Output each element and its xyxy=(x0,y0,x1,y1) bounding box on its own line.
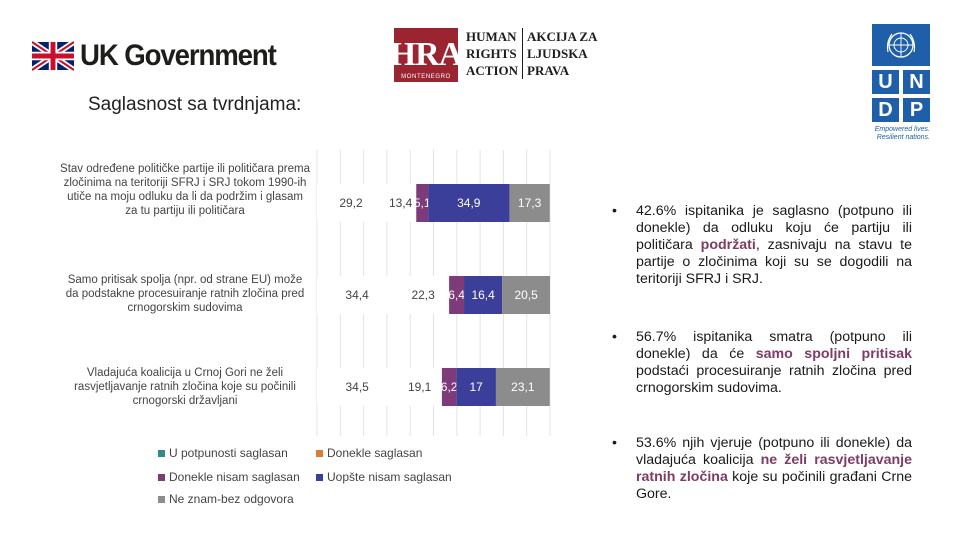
bar-segment xyxy=(464,276,503,314)
hra-logo: HRA MONTENEGRO HUMAN RIGHTS ACTION AKCIJ… xyxy=(390,28,601,82)
hra-word: ACTION xyxy=(466,63,519,78)
data-label: 34,5 xyxy=(346,380,370,394)
highlighted-phrase: samo spoljni pritisak xyxy=(755,346,912,362)
legend-swatch xyxy=(158,495,165,503)
legend-label: Donekle saglasan xyxy=(327,446,423,460)
hra-letters: HRA xyxy=(389,36,464,73)
bar-segment xyxy=(397,276,450,314)
hra-emblem: HRA MONTENEGRO xyxy=(390,28,463,82)
bar-segment xyxy=(495,368,550,406)
hra-word: RIGHTS xyxy=(466,46,517,61)
union-jack-icon xyxy=(32,39,74,73)
finding-text-part: , zasnivaju na stavu te partije o zločin… xyxy=(636,237,912,287)
data-label: 13,4 xyxy=(389,196,413,210)
data-label: 6,2 xyxy=(441,380,458,394)
legend-entry: Donekle nisam saglasan xyxy=(158,470,300,484)
legend-swatch xyxy=(316,473,323,481)
bar-segment xyxy=(449,276,465,314)
data-label: 22,3 xyxy=(411,288,435,302)
finding-text-part: 56.7% ispitanika smatra (potpuno ili don… xyxy=(636,329,912,362)
undp-tagline: Empowered lives. Resilient nations. xyxy=(872,126,930,142)
bullet-icon: • xyxy=(612,329,617,345)
legend-entry: Uopšte nisam saglasan xyxy=(316,470,452,484)
bar-segment xyxy=(317,276,398,314)
bar-segment xyxy=(317,184,386,222)
data-label: 23,1 xyxy=(511,380,535,394)
finding-text: 56.7% ispitanika smatra (potpuno ili don… xyxy=(636,329,912,397)
hra-subtitle: MONTENEGRO xyxy=(401,74,451,80)
bar-segment xyxy=(317,368,398,406)
bar-segment xyxy=(385,184,417,222)
finding-text: 53.6% njih vjeruje (potpuno ili donekle)… xyxy=(636,435,912,503)
bar-segment xyxy=(456,368,496,406)
slide-title: Saglasnost sa tvrdnjama: xyxy=(88,94,302,115)
hra-word: AKCIJA ZA xyxy=(527,29,598,44)
hra-english-name: HUMAN RIGHTS ACTION xyxy=(462,28,522,79)
legend-label: Ne znam-bez odgovora xyxy=(169,492,294,506)
finding-text: 42.6% ispitanika je saglasno (potpuno il… xyxy=(636,203,912,288)
undp-tagline-line: Resilient nations. xyxy=(876,134,930,141)
legend-entry: Donekle saglasan xyxy=(316,446,422,460)
legend-label: U potpunosti saglasan xyxy=(169,446,288,460)
highlighted-phrase: podržati xyxy=(700,237,756,253)
data-label: 29,2 xyxy=(339,196,363,210)
hra-word: HUMAN xyxy=(466,29,517,44)
legend-entry: U potpunosti saglasan xyxy=(158,446,288,460)
chart-plot-area: 29,2 13,4 5,1 34,9 17,3 34,4 22,3 6,4 16,4 20,5 34… xyxy=(316,150,551,436)
un-emblem-icon xyxy=(872,24,930,66)
undp-letter: P xyxy=(903,98,930,122)
data-label: 34,4 xyxy=(345,288,369,302)
finding-text-part: 53.6% njih vjeruje (potpuno ili donekle)… xyxy=(636,435,912,468)
data-label: 16,4 xyxy=(471,288,495,302)
undp-tagline-line: Empowered lives. xyxy=(874,126,930,133)
undp-letter: U xyxy=(872,70,899,94)
undp-letter: D xyxy=(872,98,899,122)
legend-label: Donekle nisam saglasan xyxy=(169,470,300,484)
legend-swatch xyxy=(316,449,323,457)
data-label: 20,5 xyxy=(514,288,538,302)
category-label: Samo pritisak spolja (npr. od strane EU)… xyxy=(65,274,305,314)
bar-segment xyxy=(397,368,442,406)
finding-text-part: podstaći procesuiranje ratnih zločina pr… xyxy=(636,363,912,396)
bar-segment xyxy=(509,184,550,222)
legend-swatch xyxy=(158,449,165,457)
bar-segment xyxy=(416,184,429,222)
hra-word: LJUDSKA xyxy=(527,46,588,61)
finding-item: • 53.6% njih vjeruje (potpuno ili donekl… xyxy=(612,435,912,503)
highlighted-phrase: ne želi rasvjetljavanje ratnih zločina xyxy=(636,452,912,485)
legend-entry: Ne znam-bez odgovora xyxy=(158,492,294,506)
legend-label: Uopšte nisam saglasan xyxy=(327,470,452,484)
finding-item: • 56.7% ispitanika smatra (potpuno ili d… xyxy=(612,329,912,397)
uk-logo-text: UK Government xyxy=(80,39,277,72)
data-label: 34,9 xyxy=(457,196,481,210)
globe-icon xyxy=(886,32,916,58)
undp-letter: N xyxy=(903,70,930,94)
finding-text-part: koje su počinili građani Crne Gore. xyxy=(636,469,912,502)
legend-swatch xyxy=(158,473,165,481)
uk-government-logo: UK Government xyxy=(32,38,293,74)
category-label: Vladajuća koalicija u Crnoj Gori ne želi… xyxy=(74,367,296,407)
bullet-icon: • xyxy=(612,203,617,219)
data-label: 17,3 xyxy=(518,196,542,210)
bar-segment xyxy=(502,276,550,314)
hra-word: PRAVA xyxy=(527,63,570,78)
bar-segment xyxy=(441,368,457,406)
category-label: Stav određene političke partije ili poli… xyxy=(60,163,310,217)
data-label: 19,1 xyxy=(408,380,432,394)
bullet-icon: • xyxy=(612,435,617,451)
finding-item: • 42.6% ispitanika je saglasno (potpuno … xyxy=(612,203,912,288)
finding-text-part: 42.6% ispitanika je saglasno (potpuno il… xyxy=(636,203,912,253)
hra-local-name: AKCIJA ZA LJUDSKA PRAVA xyxy=(522,28,601,79)
data-label: 17 xyxy=(469,380,483,394)
undp-logo: U N D P Empowered lives. Resilient natio… xyxy=(872,24,930,142)
data-label: 5,1 xyxy=(414,196,431,210)
data-label: 6,4 xyxy=(448,288,465,302)
stacked-bar-chart: Stav određene političke partije ili poli… xyxy=(60,150,560,520)
bar-segment xyxy=(428,184,510,222)
